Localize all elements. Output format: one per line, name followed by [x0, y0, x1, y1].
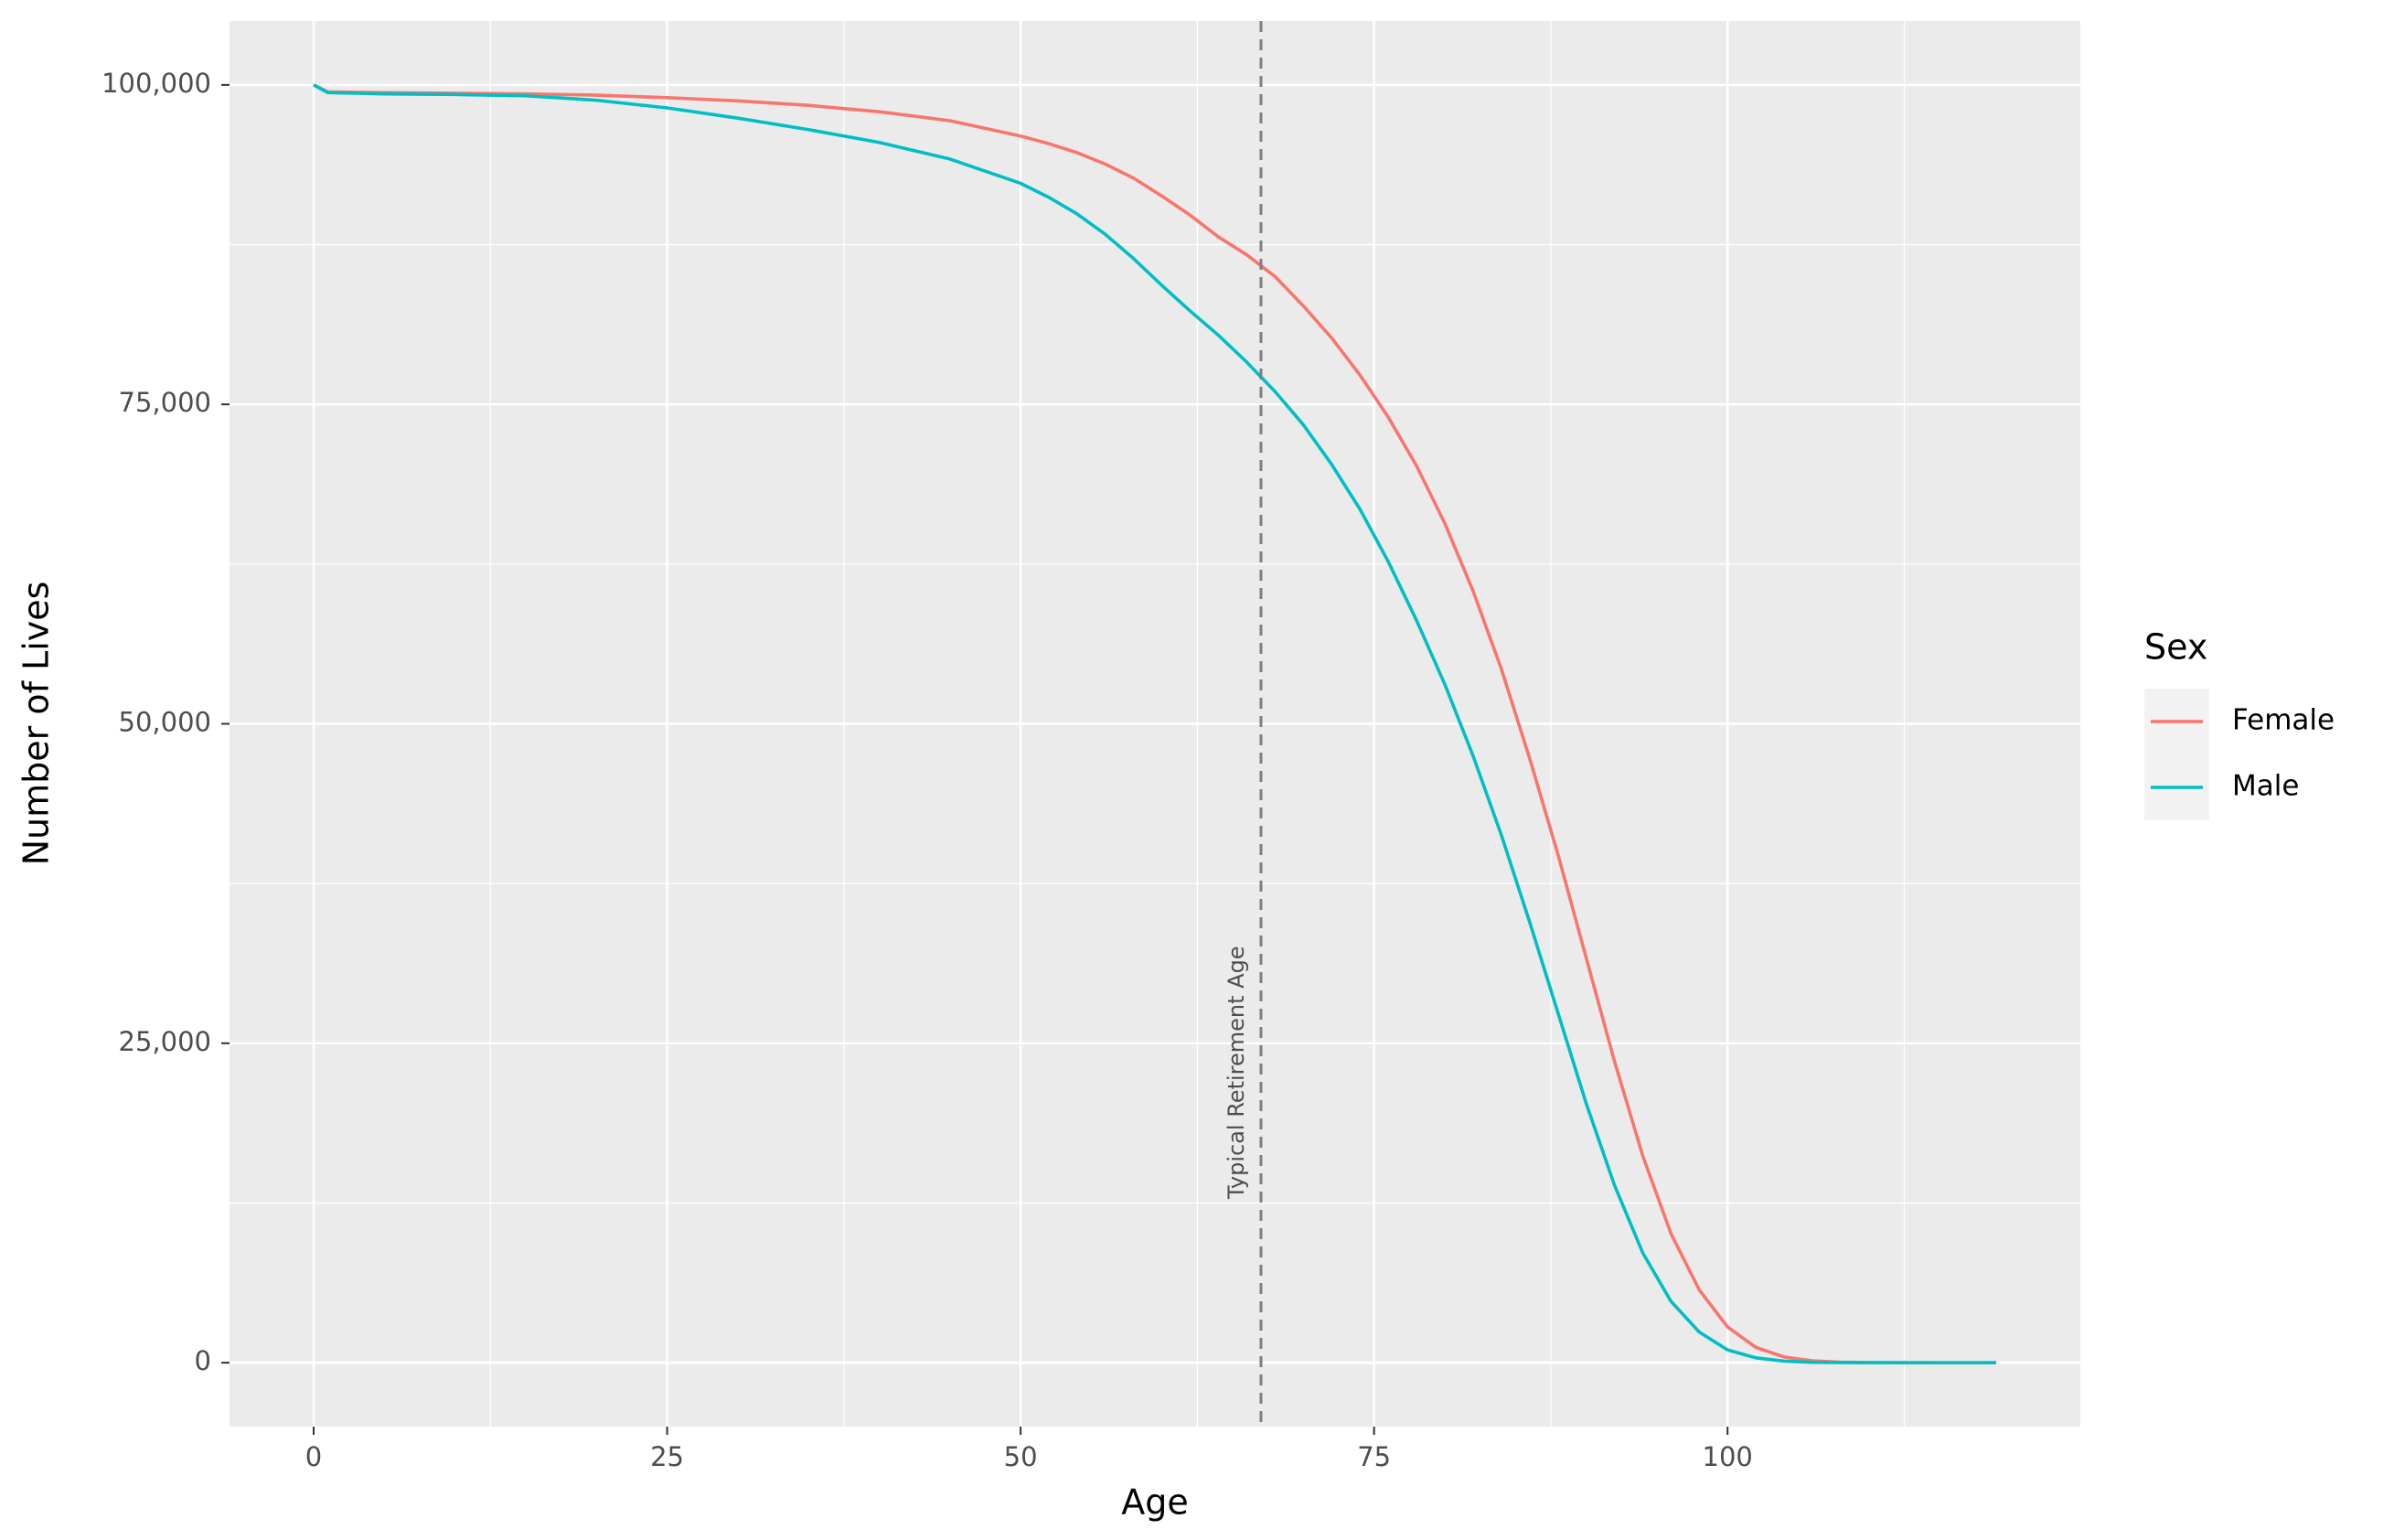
legend-label: Female	[2232, 704, 2335, 737]
y-axis-title: Number of Lives	[16, 582, 57, 866]
reference-label: Typical Retirement Age	[1224, 946, 1249, 1200]
x-tick-label: 0	[305, 1441, 322, 1472]
legend-title: Sex	[2144, 627, 2207, 668]
y-tick-label: 100,000	[102, 68, 211, 99]
legend-label: Male	[2232, 770, 2299, 803]
y-tick-label: 25,000	[119, 1026, 211, 1057]
x-tick-label: 100	[1703, 1441, 1753, 1472]
y-tick-label: 50,000	[119, 707, 211, 738]
x-tick-label: 25	[650, 1441, 684, 1472]
x-axis-title: Age	[1121, 1482, 1189, 1523]
line	[313, 83, 1996, 1364]
line	[313, 83, 1996, 1364]
y-tick-label: 75,000	[119, 387, 211, 418]
y-tick-label: 0	[195, 1345, 211, 1376]
x-tick-label: 50	[1004, 1441, 1038, 1472]
x-tick-label: 75	[1357, 1441, 1391, 1472]
